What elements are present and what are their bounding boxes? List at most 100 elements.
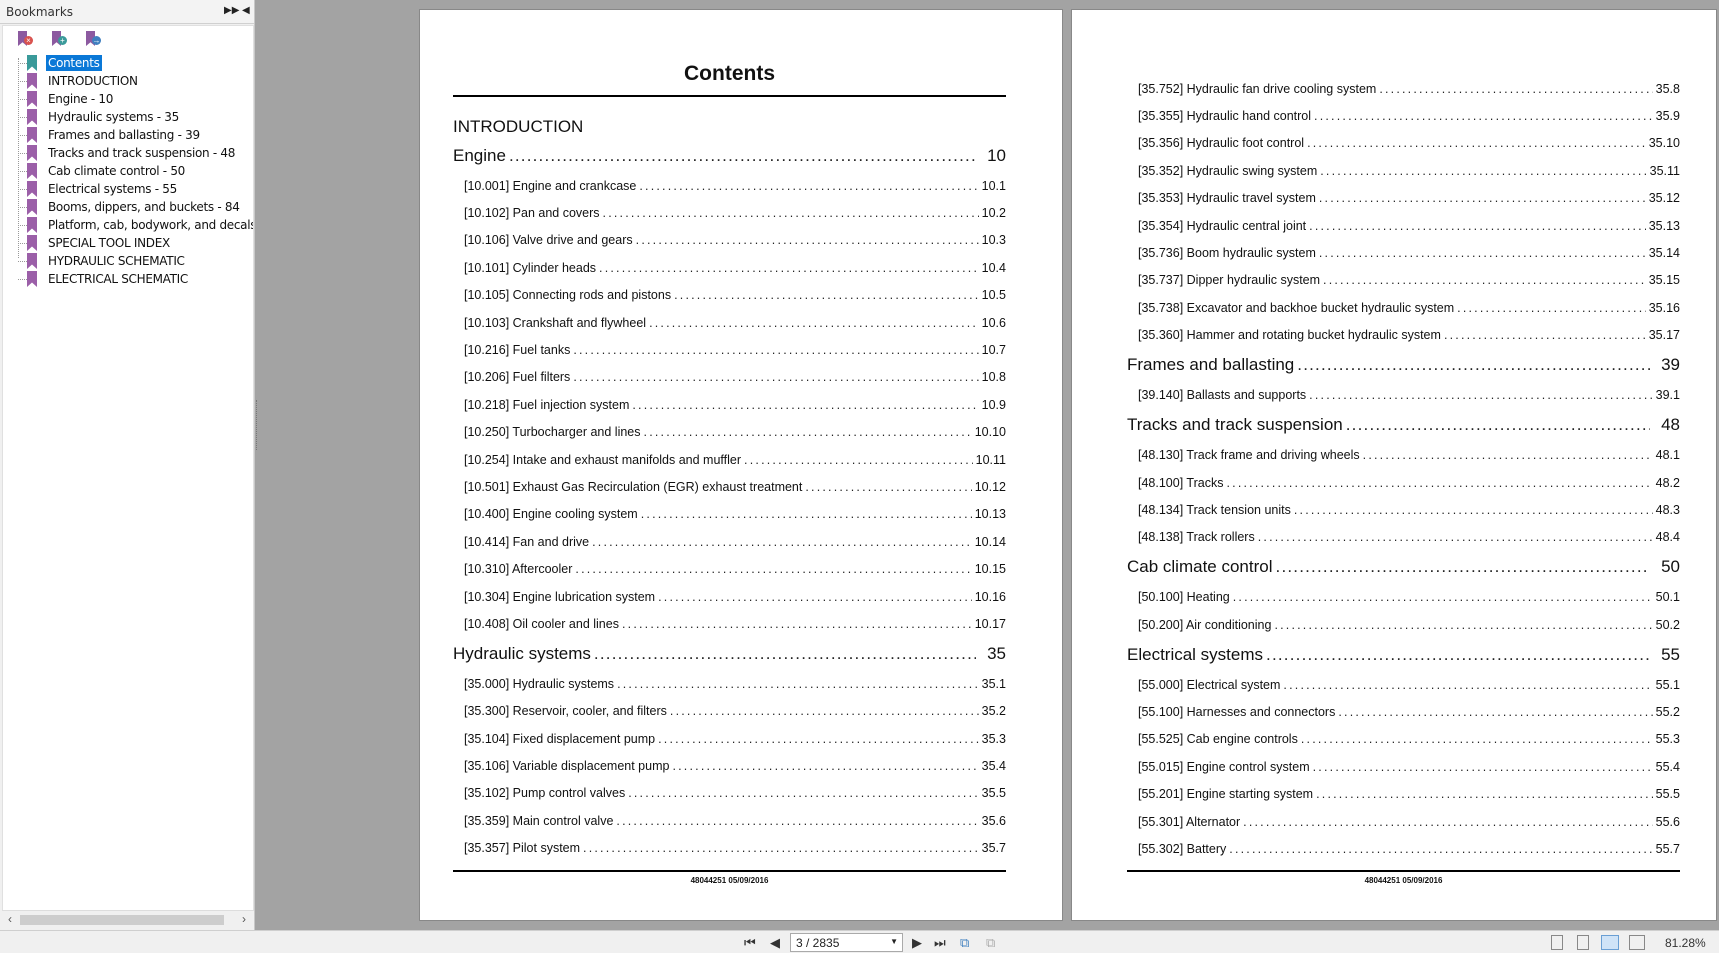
toc-entry[interactable]: [10.310] Aftercooler 10.15 [453, 555, 1006, 582]
toc-intro[interactable]: INTRODUCTION [453, 114, 1006, 139]
toc-entry-title: [10.304] Engine lubrication system [464, 589, 656, 604]
collapse-panel-icon[interactable]: ◀ [242, 5, 250, 16]
panel-splitter[interactable] [256, 400, 260, 450]
horizontal-scrollbar[interactable]: ‹ › [2, 910, 254, 928]
bookmark-item[interactable]: HYDRAULIC SCHEMATIC [3, 252, 253, 270]
toc-entry[interactable]: [35.736] Boom hydraulic system 35.14 [1127, 239, 1680, 266]
toc-entry[interactable]: [10.304] Engine lubrication system 10.16 [453, 583, 1006, 610]
toc-entry[interactable]: [10.001] Engine and crankcase 10.1 [453, 172, 1006, 199]
toc-entry[interactable]: [35.357] Pilot system 35.7 [453, 835, 1006, 862]
toc-entry[interactable]: [10.102] Pan and covers 10.2 [453, 199, 1006, 226]
scroll-left-icon[interactable]: ‹ [8, 912, 12, 926]
toc-section[interactable]: Cab climate control 50 [1127, 551, 1680, 584]
toc-entry[interactable]: [48.134] Track tension units 48.3 [1127, 496, 1680, 523]
toc-entry[interactable]: [10.250] Turbocharger and lines 10.10 [453, 419, 1006, 446]
bookmark-item[interactable]: Contents [3, 54, 253, 72]
toc-section[interactable]: Tracks and track suspension 48 [1127, 409, 1680, 442]
toc-entry[interactable]: [48.130] Track frame and driving wheels 4… [1127, 441, 1680, 468]
bookmark-item[interactable]: INTRODUCTION [3, 72, 253, 90]
bookmark-item[interactable]: Electrical systems - 55 [3, 180, 253, 198]
dropdown-caret-icon[interactable]: ▼ [890, 937, 898, 946]
toc-entry[interactable]: [10.414] Fan and drive 10.14 [453, 528, 1006, 555]
toc-entry[interactable]: [10.105] Connecting rods and pistons 10.5 [453, 282, 1006, 309]
facing-view-icon[interactable] [1601, 935, 1619, 950]
next-page-icon[interactable]: ▶ [912, 935, 922, 950]
toc-entry[interactable]: [10.101] Cylinder heads 10.4 [453, 254, 1006, 281]
toc-entry-title: Frames and ballasting [1127, 355, 1295, 375]
toc-section[interactable]: Electrical systems 55 [1127, 638, 1680, 671]
toc-entry[interactable]: [35.356] Hydraulic foot control 35.10 [1127, 130, 1680, 157]
bookmark-item[interactable]: ELECTRICAL SCHEMATIC [3, 270, 253, 288]
page-number-input[interactable]: 3 / 2835 ▼ [790, 933, 903, 952]
scroll-right-icon[interactable]: › [242, 912, 246, 926]
zoom-level[interactable]: 81.28% [1665, 936, 1706, 950]
first-page-icon[interactable]: ⏮ [744, 935, 756, 950]
bookmark-item[interactable]: Frames and ballasting - 39 [3, 126, 253, 144]
continuous-facing-view-icon[interactable] [1629, 935, 1645, 950]
toc-entry-title: [10.101] Cylinder heads [464, 260, 597, 275]
toc-entry[interactable]: [48.100] Tracks 48.2 [1127, 469, 1680, 496]
toc-entry[interactable]: [35.355] Hydraulic hand control 35.9 [1127, 102, 1680, 129]
toc-entry[interactable]: [10.400] Engine cooling system 10.13 [453, 501, 1006, 528]
bookmark-item[interactable]: Platform, cab, bodywork, and decals - [3, 216, 253, 234]
toc-entry[interactable]: [55.100] Harnesses and connectors 55.2 [1127, 698, 1680, 725]
bookmark-item[interactable]: Engine - 10 [3, 90, 253, 108]
toc-entry[interactable]: [35.106] Variable displacement pump 35.4 [453, 752, 1006, 779]
toc-entry[interactable]: [35.353] Hydraulic travel system 35.12 [1127, 185, 1680, 212]
toc-entry[interactable]: [35.352] Hydraulic swing system 35.11 [1127, 157, 1680, 184]
toc-entry[interactable]: [35.738] Excavator and backhoe bucket hy… [1127, 294, 1680, 321]
toc-entry[interactable]: [35.752] Hydraulic fan drive cooling sys… [1127, 75, 1680, 102]
toc-entry[interactable]: [50.200] Air conditioning 50.2 [1127, 611, 1680, 638]
add-bookmark-button[interactable]: + [51, 31, 67, 47]
bookmark-item[interactable]: Tracks and track suspension - 48 [3, 144, 253, 162]
toc-entry[interactable]: [10.103] Crankshaft and flywheel 10.6 [453, 309, 1006, 336]
toc-entry[interactable]: [55.201] Engine starting system 55.5 [1127, 781, 1680, 808]
toc-entry[interactable]: [10.218] Fuel injection system 10.9 [453, 391, 1006, 418]
bookmark-add-icon [52, 31, 61, 46]
continuous-view-icon[interactable] [1577, 935, 1589, 950]
toc-entry[interactable]: [10.408] Oil cooler and lines 10.17 [453, 610, 1006, 637]
toc-entry[interactable]: [35.000] Hydraulic systems 35.1 [453, 670, 1006, 697]
toc-entry[interactable]: [10.106] Valve drive and gears 10.3 [453, 227, 1006, 254]
toc-section[interactable]: Engine 10 [453, 139, 1006, 172]
toc-entry[interactable]: [10.501] Exhaust Gas Recirculation (EGR)… [453, 473, 1006, 500]
toc-section[interactable]: Frames and ballasting 39 [1127, 349, 1680, 382]
toc-entry[interactable]: [55.525] Cab engine controls 55.3 [1127, 726, 1680, 753]
toc-entry[interactable]: [10.216] Fuel tanks 10.7 [453, 336, 1006, 363]
toc-entry[interactable]: [35.360] Hammer and rotating bucket hydr… [1127, 322, 1680, 349]
scrollbar-thumb[interactable] [20, 915, 224, 925]
bookmark-item[interactable]: SPECIAL TOOL INDEX [3, 234, 253, 252]
goto-bookmark-button[interactable]: → [85, 31, 101, 47]
bookmark-item[interactable]: Cab climate control - 50 [3, 162, 253, 180]
toc-entry-title: [35.359] Main control valve [464, 813, 614, 828]
toc-entry[interactable]: [55.015] Engine control system 55.4 [1127, 753, 1680, 780]
toc-entry[interactable]: [35.104] Fixed displacement pump 35.3 [453, 725, 1006, 752]
last-page-icon[interactable]: ⏭ [934, 935, 946, 950]
toc-entry[interactable]: [48.138] Track rollers 48.4 [1127, 524, 1680, 551]
bookmark-item[interactable]: Booms, dippers, and buckets - 84 [3, 198, 253, 216]
toc-entry[interactable]: [50.100] Heating 50.1 [1127, 584, 1680, 611]
forward-view-icon[interactable]: ⧉ [986, 935, 996, 950]
toc-page-number: 39 [1661, 355, 1680, 375]
back-view-icon[interactable]: ⧉ [960, 935, 970, 950]
toc-entry[interactable]: [35.737] Dipper hydraulic system 35.15 [1127, 267, 1680, 294]
toc-entry[interactable]: [35.300] Reservoir, cooler, and filters 3… [453, 698, 1006, 725]
toc-entry[interactable]: [35.359] Main control valve 35.6 [453, 807, 1006, 834]
toc-entry[interactable]: [39.140] Ballasts and supports 39.1 [1127, 382, 1680, 409]
toc-entry[interactable]: [10.254] Intake and exhaust manifolds an… [453, 446, 1006, 473]
toc-entry[interactable]: [55.301] Alternator 55.6 [1127, 808, 1680, 835]
bookmark-toolbar: × + → [3, 26, 253, 52]
toc-entry[interactable]: [55.000] Electrical system 55.1 [1127, 671, 1680, 698]
previous-page-icon[interactable]: ◀ [770, 935, 780, 950]
toc-entry[interactable]: [55.302] Battery 55.7 [1127, 835, 1680, 862]
bookmarks-title: Bookmarks [6, 4, 74, 19]
delete-bookmark-button[interactable]: × [17, 31, 33, 47]
toc-entry[interactable]: [35.102] Pump control valves 35.5 [453, 780, 1006, 807]
double-arrow-right-icon[interactable]: ▶▶ [224, 5, 240, 16]
bookmark-item[interactable]: Hydraulic systems - 35 [3, 108, 253, 126]
toc-entry-title: [10.501] Exhaust Gas Recirculation (EGR)… [464, 479, 803, 494]
single-page-view-icon[interactable] [1551, 935, 1563, 950]
toc-section[interactable]: Hydraulic systems 35 [453, 638, 1006, 671]
toc-entry[interactable]: [35.354] Hydraulic central joint 35.13 [1127, 212, 1680, 239]
toc-entry[interactable]: [10.206] Fuel filters 10.8 [453, 364, 1006, 391]
